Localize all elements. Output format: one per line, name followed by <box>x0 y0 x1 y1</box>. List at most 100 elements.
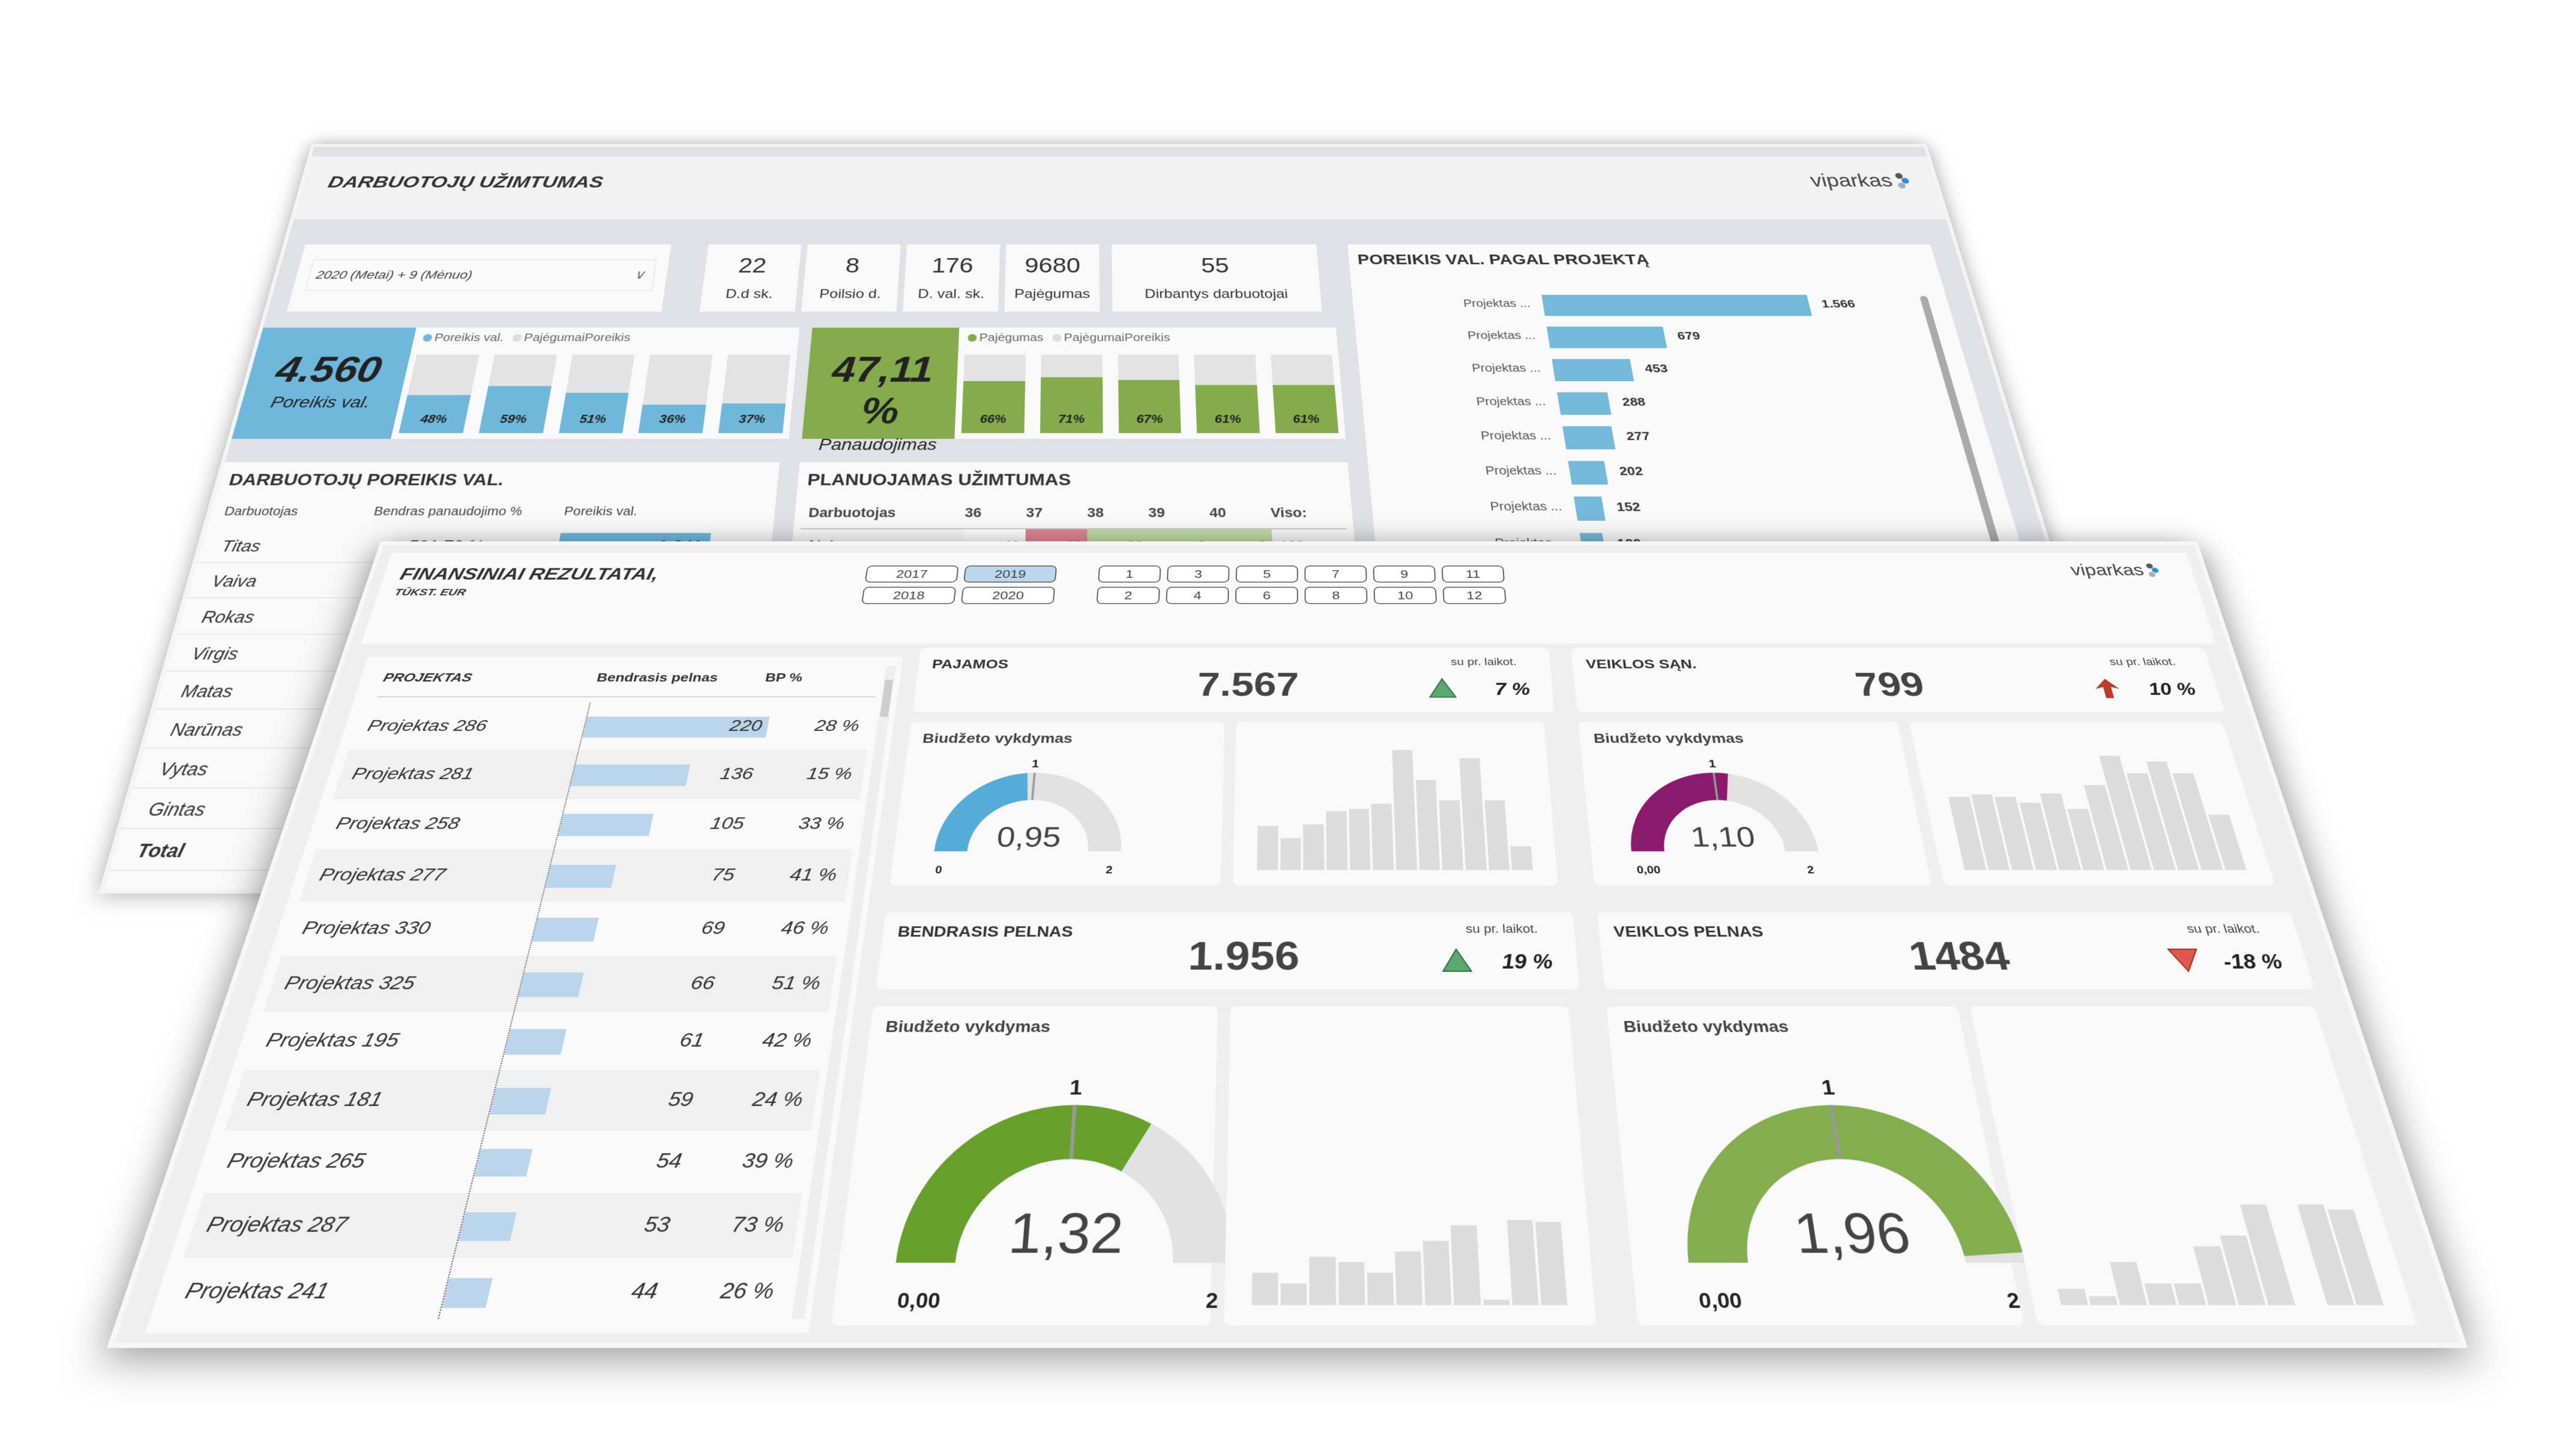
bar[interactable] <box>1557 393 1612 415</box>
triangle-up-icon <box>1428 678 1457 698</box>
month-button-4[interactable]: 4 <box>1166 587 1229 604</box>
column-header[interactable]: 38 <box>1087 505 1104 520</box>
column-header[interactable]: BP % <box>764 670 804 685</box>
bar-row[interactable]: Projektas ... 288 <box>1361 388 1983 420</box>
compare-label: su pr. laikot. <box>1451 656 1517 668</box>
bar-value: 288 <box>1621 396 1646 409</box>
profit-value: 44 <box>538 1278 660 1305</box>
bar-label: 66% <box>962 413 1025 426</box>
column-header[interactable]: Viso: <box>1270 505 1307 520</box>
bar-value: 152 <box>1616 500 1642 514</box>
bar[interactable] <box>1541 295 1812 316</box>
table-row[interactable]: Projektas 286 220 28 % <box>349 703 874 750</box>
sparkline-chart <box>2038 1199 2383 1305</box>
table-row[interactable]: Projektas 277 75 41 % <box>299 849 852 901</box>
sparkline-chart <box>1252 1199 1568 1305</box>
column-header[interactable]: Poreikis val. <box>563 505 639 519</box>
section-title: POREIKIS VAL. PAGAL PROJEKTĄ <box>1357 251 1651 268</box>
period-dropdown[interactable]: 2020 (Metai) + 9 (Mėnuo) ∨ <box>305 260 657 291</box>
kpi-value: 799 <box>1852 666 1928 704</box>
bar-row[interactable]: Projektas ... 1.566 <box>1352 290 1953 320</box>
table-row[interactable]: Projektas 325 66 51 % <box>263 956 837 1012</box>
bar-row[interactable]: Projektas ... 453 <box>1358 355 1973 385</box>
column-header[interactable]: Bendrasis pelnas <box>595 670 720 685</box>
column-header[interactable]: 37 <box>1026 505 1043 520</box>
kpi-value: 22 <box>704 254 801 277</box>
month-button-1[interactable]: 1 <box>1098 565 1161 582</box>
profit-bar <box>545 865 616 888</box>
bar-row[interactable]: Projektas ... 679 <box>1355 322 1963 352</box>
column-header[interactable]: 36 <box>965 505 982 520</box>
table-row[interactable]: Projektas 181 59 24 % <box>225 1070 820 1131</box>
kpi-title: VEIKLOS PELNAS <box>1613 923 1765 940</box>
table-row[interactable]: Projektas 265 54 39 % <box>205 1130 811 1193</box>
gauge-target-label: 1 <box>1031 757 1040 770</box>
bar[interactable] <box>1574 496 1606 520</box>
table-row[interactable]: Projektas 195 61 42 % <box>245 1012 829 1070</box>
change-value: -18 % <box>2220 950 2286 973</box>
budget-gauge-card: Biudžeto vykdymas 1,10 1 0,00 2 <box>1578 721 1931 886</box>
bar-row[interactable]: Projektas ... 277 <box>1364 422 1994 454</box>
bar-label: Projektas ... <box>1374 396 1546 409</box>
bar-label: Projektas ... <box>1368 330 1536 343</box>
trend-sparkline-card <box>1970 1006 2418 1326</box>
bar[interactable] <box>1568 461 1609 484</box>
table-row[interactable]: Projektas 241 44 26 % <box>161 1258 792 1326</box>
profit-value: 136 <box>652 765 755 784</box>
demand-bars-chart: Poreikis val. PajėgumaiPoreikis 48% 59% 51… <box>391 328 799 439</box>
month-button-11[interactable]: 11 <box>1442 565 1505 582</box>
column-header[interactable]: 39 <box>1148 505 1165 520</box>
bar: 66% <box>962 355 1026 433</box>
month-button-2[interactable]: 2 <box>1097 587 1160 604</box>
scrollbar-thumb[interactable] <box>880 680 893 717</box>
profit-bar <box>474 1149 532 1176</box>
bar-row[interactable]: Projektas ... 202 <box>1367 456 2004 489</box>
column-header[interactable]: 40 <box>1209 505 1227 520</box>
demand-hours-value: 4.560 <box>245 349 412 390</box>
month-button-5[interactable]: 5 <box>1236 565 1298 582</box>
bar-label: 37% <box>720 413 785 426</box>
month-button-9[interactable]: 9 <box>1373 565 1436 582</box>
chevron-down-icon[interactable]: ∨ <box>633 267 646 282</box>
period-filter[interactable]: 2020 (Metai) + 9 (Mėnuo) ∨ <box>287 244 672 311</box>
gauge-max-label: 2 <box>2005 1289 2022 1312</box>
sparkline-bar <box>1483 1300 1509 1305</box>
month-button-6[interactable]: 6 <box>1235 587 1298 604</box>
arrow-up-icon <box>2090 678 2125 698</box>
project-name: Projektas 181 <box>244 1088 385 1112</box>
project-name: Projektas 287 <box>203 1212 351 1238</box>
triangle-down-icon <box>2167 948 2204 973</box>
bar[interactable] <box>1551 359 1634 381</box>
bar-value: 453 <box>1644 362 1669 376</box>
table-row[interactable]: Projektas 287 53 73 % <box>183 1193 802 1258</box>
column-header[interactable]: Bendras panaudojimo % <box>372 505 523 519</box>
table-row[interactable]: Projektas 330 69 46 % <box>282 901 845 955</box>
month-button-3[interactable]: 3 <box>1167 565 1230 582</box>
section-title: PLANUOJAMAS UŽIMTUMAS <box>807 471 1071 490</box>
section-title: DARBUOTOJŲ POREIKIS VAL. <box>227 471 505 490</box>
column-header[interactable]: Darbuotojas <box>223 505 299 519</box>
column-header[interactable]: Darbuotojas <box>808 505 896 520</box>
bar[interactable] <box>1547 326 1667 348</box>
table-row[interactable]: Projektas 258 105 33 % <box>316 799 859 849</box>
year-button-2019[interactable]: 2019 <box>963 565 1057 582</box>
month-button-8[interactable]: 8 <box>1305 587 1368 604</box>
kpi-card: 176 D. val. sk. <box>903 244 1000 311</box>
gauge-min-label: 0 <box>934 865 943 876</box>
month-button-10[interactable]: 10 <box>1374 587 1437 604</box>
kpi-label: Poilsio d. <box>802 287 898 301</box>
column-header[interactable]: PROJEKTAS <box>381 670 474 685</box>
bar-row[interactable]: Projektas ... 152 <box>1371 492 2015 525</box>
usage-tile: 47,11 % Panaudojimas <box>802 328 959 439</box>
sparkline-bar <box>2174 1284 2206 1305</box>
logo-text: viparkas <box>1808 170 1895 191</box>
legend: Pajėgumas PajėgumaiPoreikis <box>968 332 1170 344</box>
year-button-2018[interactable]: 2018 <box>861 587 956 604</box>
table-row[interactable]: Projektas 281 136 15 % <box>333 750 867 799</box>
month-button-12[interactable]: 12 <box>1443 587 1506 604</box>
year-button-2020[interactable]: 2020 <box>961 587 1055 604</box>
bar[interactable] <box>1562 426 1615 449</box>
year-button-2017[interactable]: 2017 <box>865 565 959 582</box>
bar: 48% <box>399 355 479 433</box>
month-button-7[interactable]: 7 <box>1304 565 1367 582</box>
